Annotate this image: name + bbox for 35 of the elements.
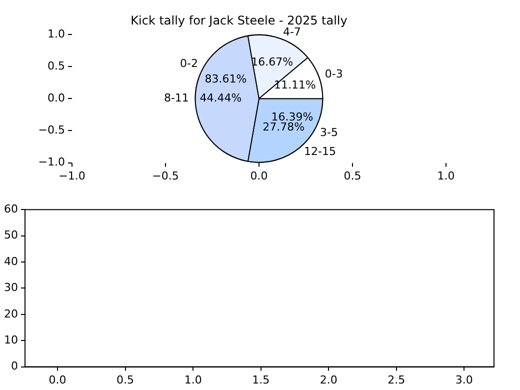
x-tick-label: 1.5: [252, 373, 270, 386]
slice-label: 12-15: [304, 145, 336, 158]
slice-label: 0-3: [324, 67, 343, 80]
y-tick-label: 10: [4, 333, 18, 346]
y-tick-label: −0.5: [38, 124, 65, 137]
category-label: 3-5: [320, 126, 338, 139]
y-tick-label: −1.0: [38, 156, 65, 169]
x-tick-label: −0.5: [152, 169, 179, 182]
x-tick-label: 0.5: [116, 373, 134, 386]
y-tick-label: 40: [4, 254, 18, 268]
y-tick-label: 0.5: [48, 59, 65, 72]
y-tick-label: 60: [4, 202, 18, 216]
y-tick-label: 1.0: [48, 27, 65, 40]
data-label: 11.11%: [274, 78, 316, 92]
data-label: 27.78%: [262, 120, 305, 134]
data-label: 44.44%: [200, 91, 242, 104]
text: 16.39%: [271, 110, 314, 124]
text: 83.61%: [204, 72, 247, 86]
x-tick-label: 0.5: [344, 169, 362, 182]
x-tick-label: −1.0: [58, 169, 86, 182]
chart-title: Kick tally for Jack Steele - 2025 tally: [130, 13, 348, 28]
x-tick-label: 0.0: [250, 169, 268, 182]
y-tick-label: 0.0: [48, 91, 65, 104]
slice-label: 8-11: [164, 91, 189, 104]
x-tick-label: 1.0: [437, 169, 455, 182]
category-label: 0-2: [180, 56, 198, 70]
y-tick-label: 50: [4, 228, 18, 242]
x-tick-label: 3.0: [455, 373, 473, 386]
x-tick-label: 2.0: [320, 373, 338, 386]
x-tick-label: 1.0: [184, 373, 202, 386]
slice-label: 4-7: [282, 26, 301, 39]
y-tick-label: 0: [11, 360, 18, 373]
x-tick-label: 2.5: [388, 373, 406, 386]
y-tick-label: 30: [4, 281, 18, 294]
y-tick-label: 20: [4, 307, 18, 320]
